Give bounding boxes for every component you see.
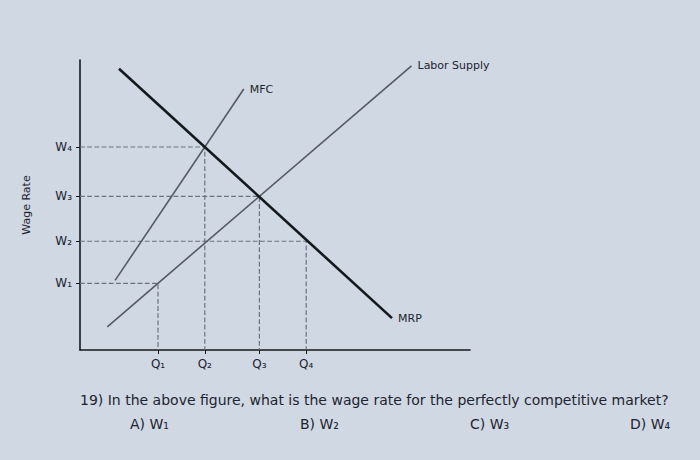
svg-text:Wage Rate: Wage Rate <box>20 175 33 235</box>
svg-text:W₄: W₄ <box>55 140 72 154</box>
svg-text:W₁: W₁ <box>55 276 72 290</box>
html-text:D) W₄: D) W₄ <box>630 416 671 432</box>
svg-text:Labor Supply: Labor Supply <box>418 59 491 72</box>
svg-text:Q₂: Q₂ <box>198 357 212 371</box>
svg-text:W₃: W₃ <box>55 189 72 203</box>
html-text:B) W₂: B) W₂ <box>300 416 339 432</box>
svg-text:MRP: MRP <box>398 312 422 325</box>
html-text:C) W₃: C) W₃ <box>470 416 510 432</box>
svg-text:MFC: MFC <box>250 83 274 96</box>
svg-text:Q₁: Q₁ <box>151 357 165 371</box>
html-text:19) In the above figure, what: 19) In the above figure, what is the wag… <box>80 392 669 408</box>
html-text:A) W₁: A) W₁ <box>130 416 169 432</box>
svg-text:Q₄: Q₄ <box>299 357 313 371</box>
svg-text:W₂: W₂ <box>55 234 72 248</box>
svg-text:Q₃: Q₃ <box>252 357 266 371</box>
